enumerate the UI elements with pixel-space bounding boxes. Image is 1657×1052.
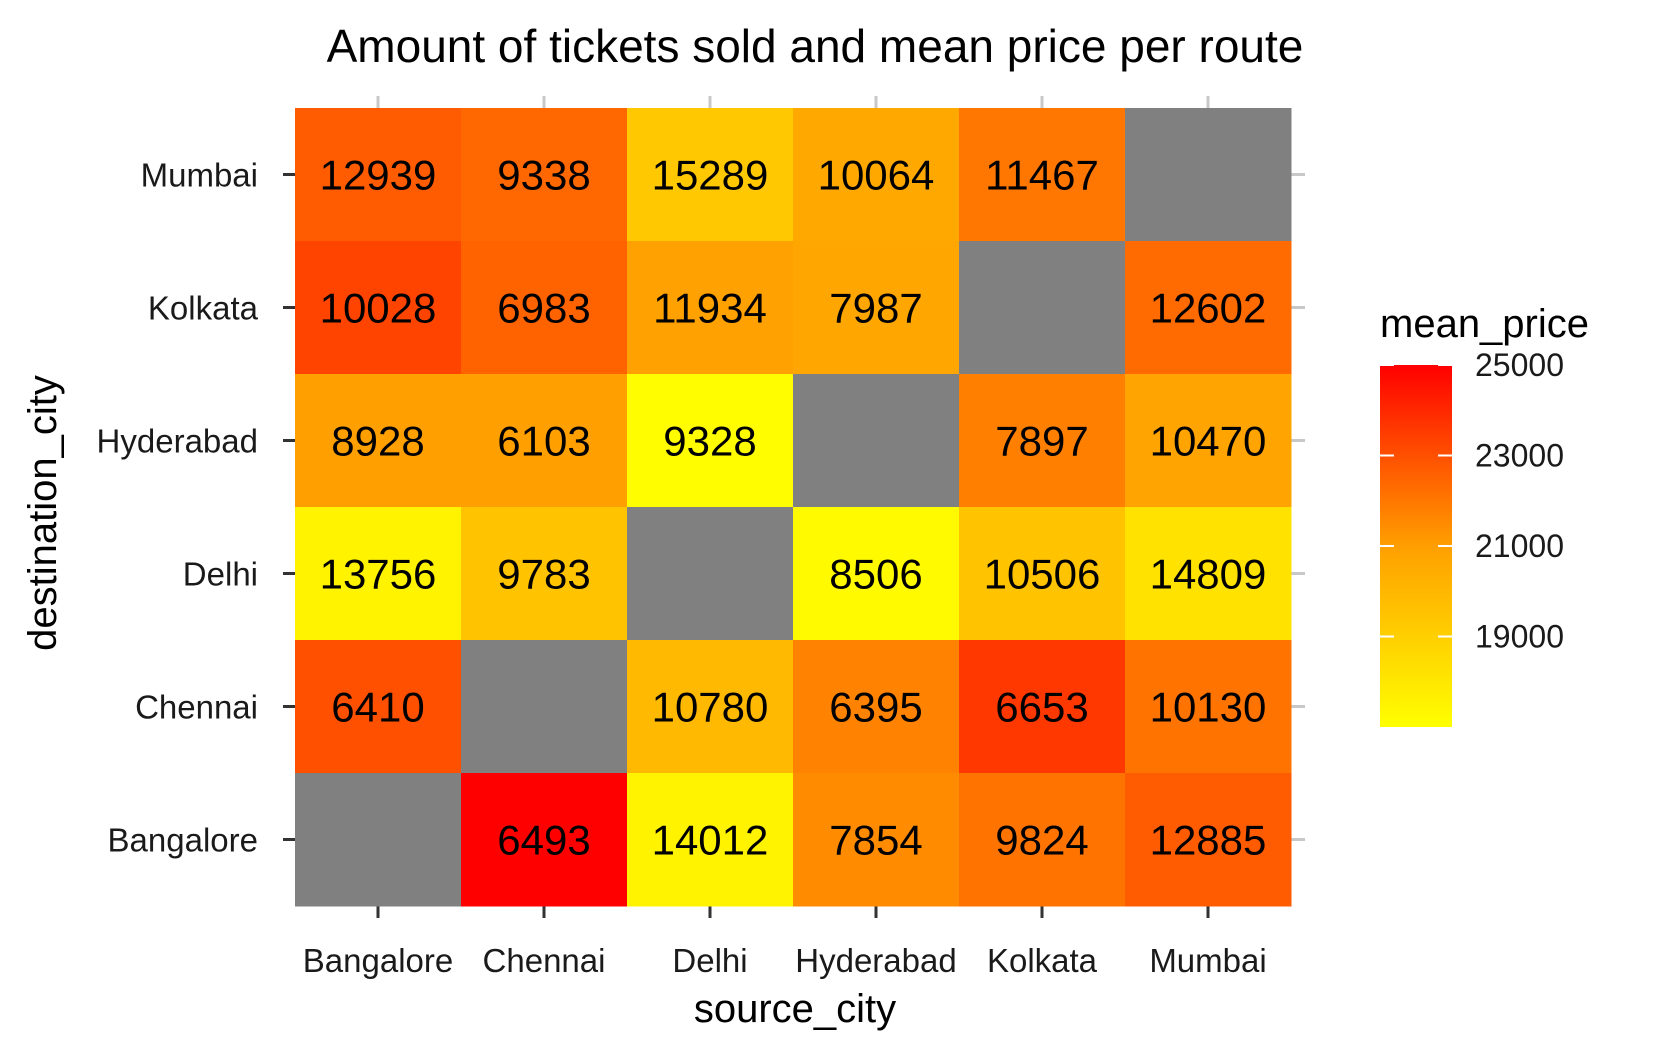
cell-count-label: 15289 — [652, 152, 769, 199]
heatmap-cell — [295, 374, 462, 508]
legend-tick-label: 19000 — [1475, 619, 1564, 655]
heatmap-cell — [295, 108, 462, 242]
heatmap-cell — [793, 241, 960, 375]
cell-count-label: 14809 — [1150, 551, 1267, 598]
y-axis-ticks — [283, 173, 1305, 841]
heatmap-cell — [1125, 374, 1292, 508]
cell-count-label: 13756 — [320, 551, 437, 598]
cell-count-label: 12939 — [320, 152, 437, 199]
cell-count-label: 10506 — [984, 551, 1101, 598]
heatmap-cell — [959, 241, 1126, 375]
heatmap-cell — [959, 640, 1126, 774]
heatmap-cell — [627, 507, 794, 641]
y-tick-label: Kolkata — [148, 290, 259, 327]
y-axis-title: destination_city — [21, 375, 65, 651]
cell-count-label: 12885 — [1150, 817, 1267, 864]
heatmap-cell — [1125, 241, 1292, 375]
heatmap-cell — [461, 108, 628, 242]
heatmap-cell — [793, 773, 960, 907]
y-tick-label: Hyderabad — [97, 423, 258, 460]
x-tick-label: Hyderabad — [795, 942, 956, 979]
chart-title: Amount of tickets sold and mean price pe… — [327, 20, 1304, 72]
heatmap-cell — [627, 640, 794, 774]
heatmap-cells: 12939 9338 15289 10064 11467 10028 6983 11934 79… — [295, 108, 1292, 907]
cell-count-label: 10064 — [818, 152, 935, 199]
heatmap-cell — [1125, 507, 1292, 641]
heatmap-cell — [959, 374, 1126, 508]
y-tick-label: Chennai — [135, 689, 258, 726]
heatmap-cell — [959, 507, 1126, 641]
x-axis-tick-labels: Bangalore Chennai Delhi Hyderabad Kolkata Mum… — [303, 942, 1267, 979]
legend-tick-label: 23000 — [1475, 438, 1564, 474]
cell-count-label: 6653 — [995, 684, 1088, 731]
heatmap-cell — [295, 507, 462, 641]
heatmap-cell — [461, 507, 628, 641]
cell-count-label: 10130 — [1150, 684, 1267, 731]
cell-count-label: 10028 — [320, 285, 437, 332]
heatmap-cell — [793, 640, 960, 774]
y-tick-label: Bangalore — [108, 822, 258, 859]
legend-tick-label: 21000 — [1475, 528, 1564, 564]
color-legend: mean_price 19000 21000 23000 25000 — [1380, 302, 1589, 727]
x-tick-label: Chennai — [483, 942, 606, 979]
cell-count-label: 11467 — [985, 152, 1099, 199]
x-axis-ticks — [376, 96, 1210, 918]
heatmap-cell — [461, 640, 628, 774]
heatmap-cell — [295, 640, 462, 774]
x-tick-label: Mumbai — [1149, 942, 1266, 979]
cell-count-label: 6493 — [497, 817, 590, 864]
x-tick-label: Kolkata — [987, 942, 1098, 979]
heatmap-cell — [627, 374, 794, 508]
heatmap-cell — [461, 241, 628, 375]
heatmap-cell — [627, 108, 794, 242]
heatmap-cell — [295, 241, 462, 375]
cell-count-label: 9824 — [995, 817, 1088, 864]
heatmap-cell — [793, 374, 960, 508]
cell-count-label: 8928 — [331, 418, 424, 465]
x-tick-label: Delhi — [672, 942, 747, 979]
cell-count-label: 6410 — [331, 684, 424, 731]
heatmap-cell — [295, 773, 462, 907]
cell-count-label: 7897 — [995, 418, 1088, 465]
legend-tick-label: 25000 — [1475, 347, 1564, 383]
heatmap-cell — [959, 108, 1126, 242]
y-tick-label: Mumbai — [141, 157, 258, 194]
cell-count-label: 8506 — [829, 551, 922, 598]
y-tick-label: Delhi — [183, 556, 258, 593]
heatmap-cell — [1125, 773, 1292, 907]
heatmap-cell — [627, 773, 794, 907]
cell-count-label: 14012 — [652, 817, 769, 864]
heatmap-cell — [1125, 108, 1292, 242]
cell-count-label: 12602 — [1150, 285, 1267, 332]
heatmap-cell — [793, 108, 960, 242]
cell-count-label: 10470 — [1150, 418, 1267, 465]
cell-count-label: 6395 — [829, 684, 922, 731]
heatmap-cell — [1125, 640, 1292, 774]
cell-count-label: 9783 — [497, 551, 590, 598]
cell-count-label: 7854 — [829, 817, 922, 864]
legend-ticks: 19000 21000 23000 25000 — [1380, 347, 1564, 655]
cell-count-label: 7987 — [829, 285, 922, 332]
y-axis-tick-labels: Bangalore Chennai Delhi Hyderabad Kolkata Mum… — [97, 157, 259, 859]
legend-title: mean_price — [1380, 302, 1589, 346]
cell-count-label: 6983 — [497, 285, 590, 332]
heatmap-cell — [959, 773, 1126, 907]
heatmap-cell — [627, 241, 794, 375]
heatmap-cell — [461, 773, 628, 907]
x-tick-label: Bangalore — [303, 942, 453, 979]
cell-count-label: 9328 — [663, 418, 756, 465]
cell-count-label: 6103 — [497, 418, 590, 465]
cell-count-label: 10780 — [652, 684, 769, 731]
cell-count-label: 11934 — [653, 285, 767, 332]
heatmap-cell — [793, 507, 960, 641]
cell-count-label: 9338 — [497, 152, 590, 199]
heatmap-cell — [461, 374, 628, 508]
x-axis-title: source_city — [694, 987, 896, 1031]
